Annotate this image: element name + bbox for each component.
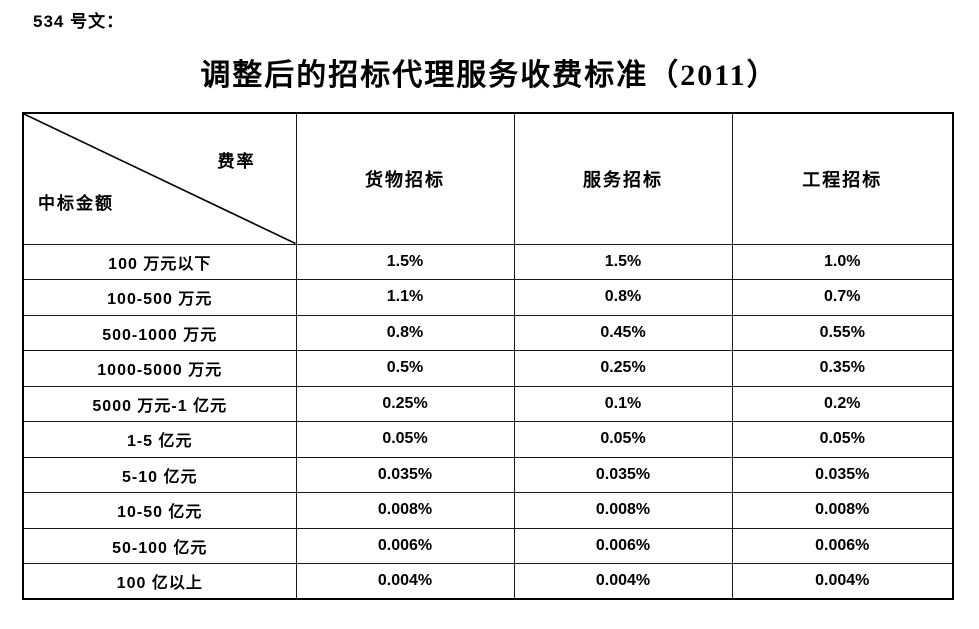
works-rate: 0.55%: [731, 314, 954, 351]
fee-standard-table: 费率 中标金额 货物招标 服务招标 工程招标 100 万元以下 1.5% 1.5…: [22, 112, 954, 600]
service-rate: 1.5%: [513, 243, 733, 280]
works-rate: 0.035%: [731, 456, 954, 493]
amount-tier-label: 1-5 亿元: [22, 421, 297, 458]
corner-label-amount: 中标金额: [38, 193, 114, 213]
amount-tier-label: 10-50 亿元: [22, 492, 297, 529]
amount-tier-label: 50-100 亿元: [22, 527, 297, 564]
service-rate: 0.008%: [513, 492, 733, 529]
table-row: 5-10 亿元 0.035% 0.035% 0.035%: [22, 456, 954, 493]
table-row: 10-50 亿元 0.008% 0.008% 0.008%: [22, 492, 954, 529]
works-rate: 0.006%: [731, 527, 954, 564]
goods-rate: 0.004%: [295, 563, 515, 600]
table-row: 1000-5000 万元 0.5% 0.25% 0.35%: [22, 350, 954, 387]
works-rate: 0.008%: [731, 492, 954, 529]
amount-tier-label: 100-500 万元: [22, 279, 297, 316]
works-rate: 0.2%: [731, 385, 954, 422]
diagonal-divider-line: [24, 114, 296, 244]
service-rate: 0.05%: [513, 421, 733, 458]
goods-rate: 0.8%: [295, 314, 515, 351]
service-rate: 0.004%: [513, 563, 733, 600]
goods-rate: 0.006%: [295, 527, 515, 564]
amount-tier-label: 5000 万元-1 亿元: [22, 385, 297, 422]
table-row: 100 亿以上 0.004% 0.004% 0.004%: [22, 563, 954, 600]
table-row: 1-5 亿元 0.05% 0.05% 0.05%: [22, 421, 954, 458]
goods-rate: 1.1%: [295, 279, 515, 316]
table-header-row: 费率 中标金额 货物招标 服务招标 工程招标: [22, 112, 954, 245]
goods-rate: 0.25%: [295, 385, 515, 422]
column-header-works: 工程招标: [731, 112, 954, 245]
amount-tier-label: 1000-5000 万元: [22, 350, 297, 387]
doc-number: 534 号文：: [33, 12, 125, 31]
table-row: 100-500 万元 1.1% 0.8% 0.7%: [22, 279, 954, 316]
goods-rate: 0.05%: [295, 421, 515, 458]
works-rate: 0.7%: [731, 279, 954, 316]
works-rate: 0.004%: [731, 563, 954, 600]
column-header-service: 服务招标: [513, 112, 733, 245]
service-rate: 0.035%: [513, 456, 733, 493]
table-row: 5000 万元-1 亿元 0.25% 0.1% 0.2%: [22, 385, 954, 422]
table-row: 50-100 亿元 0.006% 0.006% 0.006%: [22, 527, 954, 564]
table-row: 500-1000 万元 0.8% 0.45% 0.55%: [22, 314, 954, 351]
service-rate: 0.8%: [513, 279, 733, 316]
amount-tier-label: 100 万元以下: [22, 243, 297, 280]
service-rate: 0.45%: [513, 314, 733, 351]
service-rate: 0.1%: [513, 385, 733, 422]
goods-rate: 0.035%: [295, 456, 515, 493]
table-row: 100 万元以下 1.5% 1.5% 1.0%: [22, 243, 954, 280]
amount-tier-label: 5-10 亿元: [22, 456, 297, 493]
goods-rate: 0.008%: [295, 492, 515, 529]
service-rate: 0.25%: [513, 350, 733, 387]
works-rate: 0.35%: [731, 350, 954, 387]
goods-rate: 1.5%: [295, 243, 515, 280]
goods-rate: 0.5%: [295, 350, 515, 387]
service-rate: 0.006%: [513, 527, 733, 564]
page-title: 调整后的招标代理服务收费标准（2011）: [200, 59, 779, 92]
corner-header-cell: 费率 中标金额: [22, 112, 297, 245]
column-header-goods: 货物招标: [295, 112, 515, 245]
corner-label-rate: 费率: [217, 152, 256, 171]
works-rate: 0.05%: [731, 421, 954, 458]
works-rate: 1.0%: [731, 243, 954, 280]
amount-tier-label: 500-1000 万元: [22, 314, 297, 351]
amount-tier-label: 100 亿以上: [22, 563, 297, 600]
